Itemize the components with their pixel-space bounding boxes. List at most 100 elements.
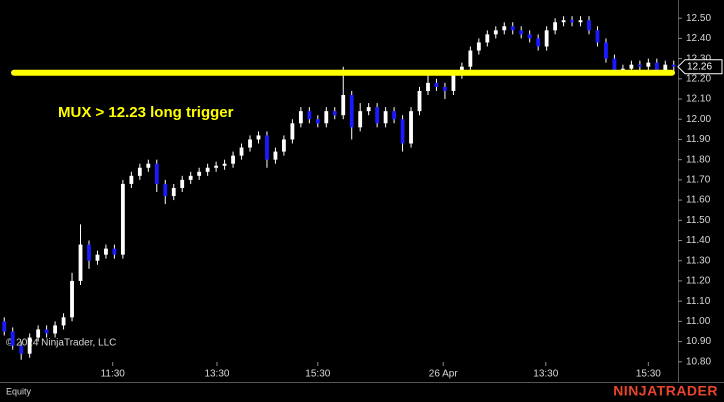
y-tick-label: 11.00 bbox=[686, 316, 711, 327]
candle-body bbox=[222, 163, 227, 166]
candle-body bbox=[2, 321, 7, 332]
candle-body bbox=[197, 171, 202, 176]
candle-body bbox=[409, 111, 413, 144]
candle-body bbox=[578, 20, 583, 23]
annotation: MUX > 12.23 long trigger bbox=[58, 104, 234, 121]
candle-body bbox=[349, 94, 354, 128]
candle-body bbox=[358, 111, 363, 128]
y-tick-label: 12.30 bbox=[686, 53, 711, 64]
y-tick-label: 10.80 bbox=[686, 356, 711, 367]
candle-body bbox=[510, 26, 515, 31]
candle-body bbox=[595, 30, 600, 43]
candle-body bbox=[502, 26, 507, 31]
candle-body bbox=[239, 147, 244, 156]
y-tick-label: 10.90 bbox=[686, 336, 711, 347]
candle-body bbox=[476, 42, 481, 51]
candle-body bbox=[70, 280, 74, 318]
candle-body bbox=[485, 34, 490, 43]
candle-body bbox=[248, 139, 252, 148]
candle-body bbox=[10, 331, 15, 346]
candle-body bbox=[265, 135, 269, 160]
candle-body bbox=[451, 74, 456, 91]
candle-body bbox=[87, 244, 91, 261]
candle-body bbox=[587, 20, 591, 31]
y-tick-label: 12.00 bbox=[686, 114, 711, 125]
candle-body bbox=[188, 175, 193, 180]
y-tick-label: 12.10 bbox=[686, 94, 711, 105]
y-tick-label: 11.10 bbox=[686, 296, 711, 307]
y-tick-label: 12.50 bbox=[686, 13, 711, 24]
candle-body bbox=[663, 64, 668, 71]
candle-body bbox=[231, 155, 235, 164]
candle-body bbox=[332, 111, 337, 116]
candle-body bbox=[629, 64, 634, 69]
candle-body bbox=[112, 248, 117, 255]
candle-body bbox=[53, 325, 57, 334]
candle-body bbox=[646, 62, 651, 67]
candle-body bbox=[417, 90, 422, 112]
brand-logo: NINJATRADER bbox=[613, 383, 718, 399]
x-tick-label: 15:30 bbox=[305, 369, 330, 380]
candle-body bbox=[137, 167, 142, 176]
candle-body bbox=[654, 62, 659, 71]
candle-body bbox=[61, 317, 66, 326]
candle-body bbox=[205, 167, 210, 172]
candle-body bbox=[214, 165, 219, 168]
x-tick-label: 15:30 bbox=[636, 369, 661, 380]
candle-body bbox=[570, 20, 574, 23]
last-price-label: 12.26 bbox=[687, 61, 712, 72]
candle-body bbox=[527, 34, 532, 39]
candle-body bbox=[468, 50, 473, 67]
candle-body bbox=[519, 30, 524, 35]
candle-body bbox=[400, 119, 405, 144]
candle-body bbox=[307, 111, 312, 120]
candle-body bbox=[612, 58, 617, 71]
candle-body bbox=[341, 94, 346, 116]
y-tick-label: 11.90 bbox=[686, 134, 711, 145]
candle-body bbox=[561, 20, 566, 23]
candle-body bbox=[180, 179, 185, 188]
x-tick-label: 13:30 bbox=[204, 369, 229, 380]
candle-body bbox=[375, 107, 380, 124]
candle-body bbox=[282, 139, 286, 152]
candle-body bbox=[129, 175, 134, 184]
candle-body bbox=[443, 86, 447, 91]
y-tick-label: 11.30 bbox=[686, 255, 711, 266]
y-tick-label: 11.40 bbox=[686, 235, 711, 246]
candle-body bbox=[366, 107, 371, 112]
x-tick-label: 11:30 bbox=[101, 369, 126, 380]
candle-body bbox=[392, 111, 396, 120]
x-tick-label: 13:30 bbox=[533, 369, 558, 380]
candle-body bbox=[273, 151, 278, 160]
copyright: © 2024 NinjaTrader, LLC bbox=[6, 338, 116, 349]
y-tick-label: 11.50 bbox=[686, 215, 711, 226]
y-tick-label: 11.60 bbox=[686, 195, 711, 206]
candle-body bbox=[163, 183, 168, 197]
candle-body bbox=[104, 248, 108, 255]
candle-body bbox=[426, 82, 430, 91]
candle-body bbox=[434, 82, 439, 87]
candle-body bbox=[671, 64, 676, 67]
y-tick-label: 12.20 bbox=[686, 73, 711, 84]
candle-body bbox=[19, 345, 24, 354]
candle-body bbox=[78, 244, 83, 281]
candle-body bbox=[36, 329, 41, 338]
candle-body bbox=[146, 163, 151, 168]
last-price-marker bbox=[677, 59, 723, 75]
y-tick-label: 11.70 bbox=[686, 175, 711, 186]
candle-body bbox=[315, 119, 320, 124]
y-tick-label: 11.80 bbox=[686, 154, 711, 165]
candle-body bbox=[27, 337, 32, 354]
y-tick-label: 11.20 bbox=[686, 276, 711, 287]
candle-body bbox=[544, 30, 549, 47]
candle-body bbox=[120, 183, 125, 255]
instrument-type: Equity bbox=[6, 386, 32, 396]
candle-body bbox=[171, 187, 176, 197]
candle-body bbox=[637, 64, 642, 67]
y-tick-label: 12.40 bbox=[686, 33, 711, 44]
candle-body bbox=[324, 111, 329, 124]
candle-body bbox=[621, 68, 625, 71]
candle-body bbox=[44, 329, 49, 334]
